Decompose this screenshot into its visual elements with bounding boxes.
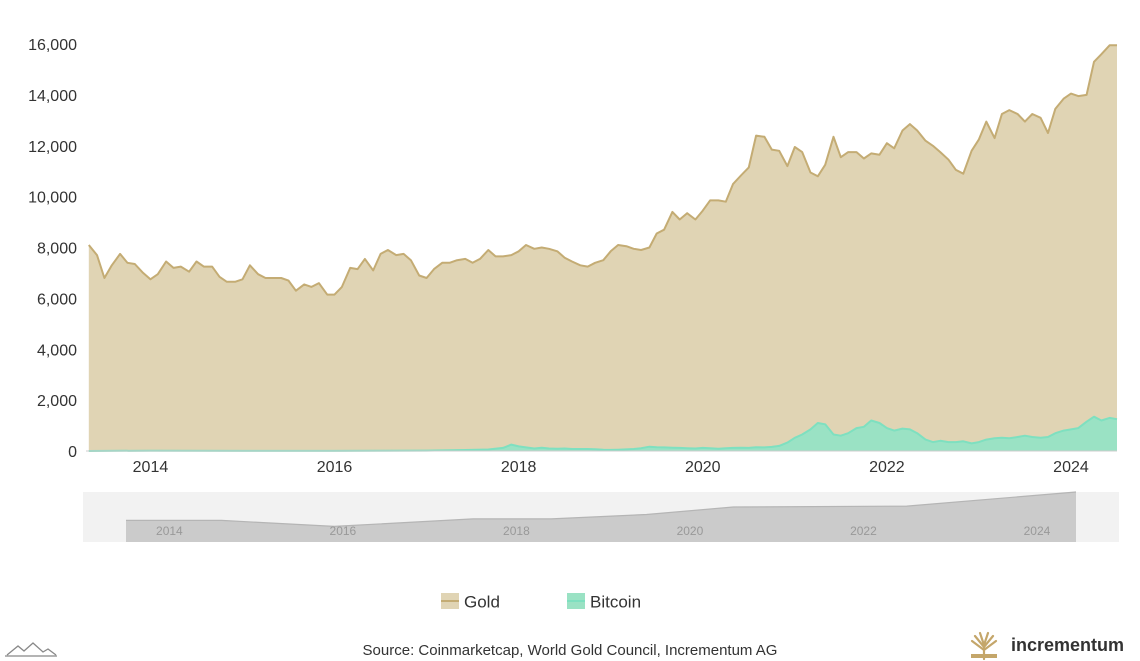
y-axis: 0 2,000 4,000 6,000 8,000 10,000 12,000 14,000 1… (28, 37, 77, 461)
plot-area (88, 44, 1118, 452)
navigator-line (126, 491, 1077, 528)
navigator-labels: 2014 2016 2018 2020 2022 2024 (156, 524, 1051, 538)
y-tick-label: 6,000 (37, 291, 77, 308)
navigator-tick-label: 2016 (330, 524, 357, 538)
legend-label-bitcoin: Bitcoin (590, 593, 641, 612)
line-gold[interactable] (88, 44, 1117, 296)
source-note: Source: Coinmarketcap, World Gold Counci… (363, 642, 778, 659)
area-bitcoin (88, 416, 1117, 451)
area-gold (88, 45, 1117, 452)
y-tick-label: 10,000 (28, 190, 77, 207)
range-navigator[interactable]: 2014 2016 2018 2020 2022 2024 (83, 491, 1119, 542)
y-tick-label: 2,000 (37, 393, 77, 410)
y-tick-label: 16,000 (28, 37, 77, 54)
navigator-tick-label: 2022 (850, 524, 877, 538)
incrementum-logo: incrementum (970, 631, 1124, 661)
x-tick-label: 2022 (869, 459, 905, 476)
navigator-tick-label: 2018 (503, 524, 530, 538)
y-tick-label: 12,000 (28, 139, 77, 156)
tree-logo-icon (970, 631, 998, 661)
y-tick-label: 14,000 (28, 88, 77, 105)
x-tick-label: 2020 (685, 459, 721, 476)
x-tick-label: 2014 (133, 459, 169, 476)
navigator-tick-label: 2020 (677, 524, 704, 538)
legend-label-gold: Gold (464, 593, 500, 612)
mountains-icon[interactable] (5, 642, 57, 657)
x-axis: 2014 2016 2018 2020 2022 2024 (86, 450, 1117, 476)
legend-item-bitcoin[interactable]: Bitcoin (567, 593, 641, 612)
x-tick-label: 2016 (317, 459, 353, 476)
navigator-tick-label: 2014 (156, 524, 183, 538)
brand-name: incrementum (1011, 635, 1124, 655)
navigator-tick-label: 2024 (1024, 524, 1051, 538)
y-tick-label: 4,000 (37, 342, 77, 359)
x-tick-label: 2018 (501, 459, 537, 476)
y-tick-label: 0 (68, 444, 77, 461)
legend: Gold Bitcoin (441, 593, 641, 612)
line-bitcoin[interactable] (88, 415, 1118, 452)
y-tick-label: 8,000 (37, 241, 77, 258)
legend-item-gold[interactable]: Gold (441, 593, 500, 612)
navigator-series (126, 491, 1077, 542)
x-tick-label: 2024 (1053, 459, 1089, 476)
